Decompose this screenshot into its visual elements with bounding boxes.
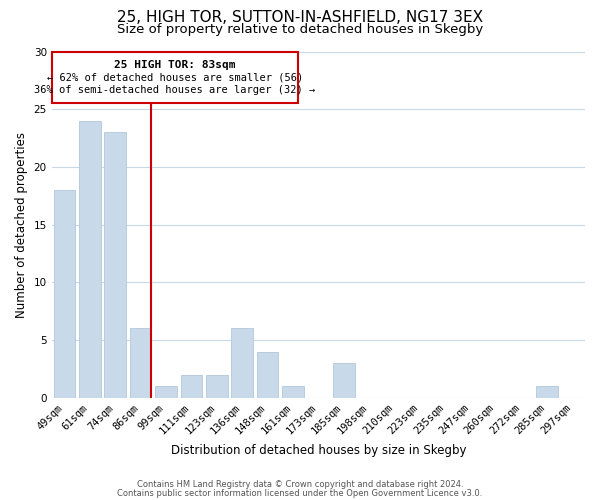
- Text: Size of property relative to detached houses in Skegby: Size of property relative to detached ho…: [117, 22, 483, 36]
- Bar: [130, 328, 151, 398]
- Bar: [104, 132, 126, 398]
- Text: Contains HM Land Registry data © Crown copyright and database right 2024.: Contains HM Land Registry data © Crown c…: [137, 480, 463, 489]
- Y-axis label: Number of detached properties: Number of detached properties: [15, 132, 28, 318]
- Bar: [257, 352, 278, 398]
- Bar: [79, 120, 101, 398]
- Text: Contains public sector information licensed under the Open Government Licence v3: Contains public sector information licen…: [118, 488, 482, 498]
- Text: ← 62% of detached houses are smaller (56): ← 62% of detached houses are smaller (56…: [47, 72, 303, 83]
- Text: 25 HIGH TOR: 83sqm: 25 HIGH TOR: 83sqm: [114, 60, 236, 70]
- Bar: [155, 386, 177, 398]
- Text: 25, HIGH TOR, SUTTON-IN-ASHFIELD, NG17 3EX: 25, HIGH TOR, SUTTON-IN-ASHFIELD, NG17 3…: [117, 10, 483, 25]
- Bar: [232, 328, 253, 398]
- Text: 36% of semi-detached houses are larger (32) →: 36% of semi-detached houses are larger (…: [34, 85, 316, 95]
- Bar: [282, 386, 304, 398]
- FancyBboxPatch shape: [52, 52, 298, 104]
- Bar: [53, 190, 75, 398]
- Bar: [333, 363, 355, 398]
- X-axis label: Distribution of detached houses by size in Skegby: Distribution of detached houses by size …: [170, 444, 466, 458]
- Bar: [536, 386, 557, 398]
- Bar: [206, 374, 227, 398]
- Bar: [181, 374, 202, 398]
